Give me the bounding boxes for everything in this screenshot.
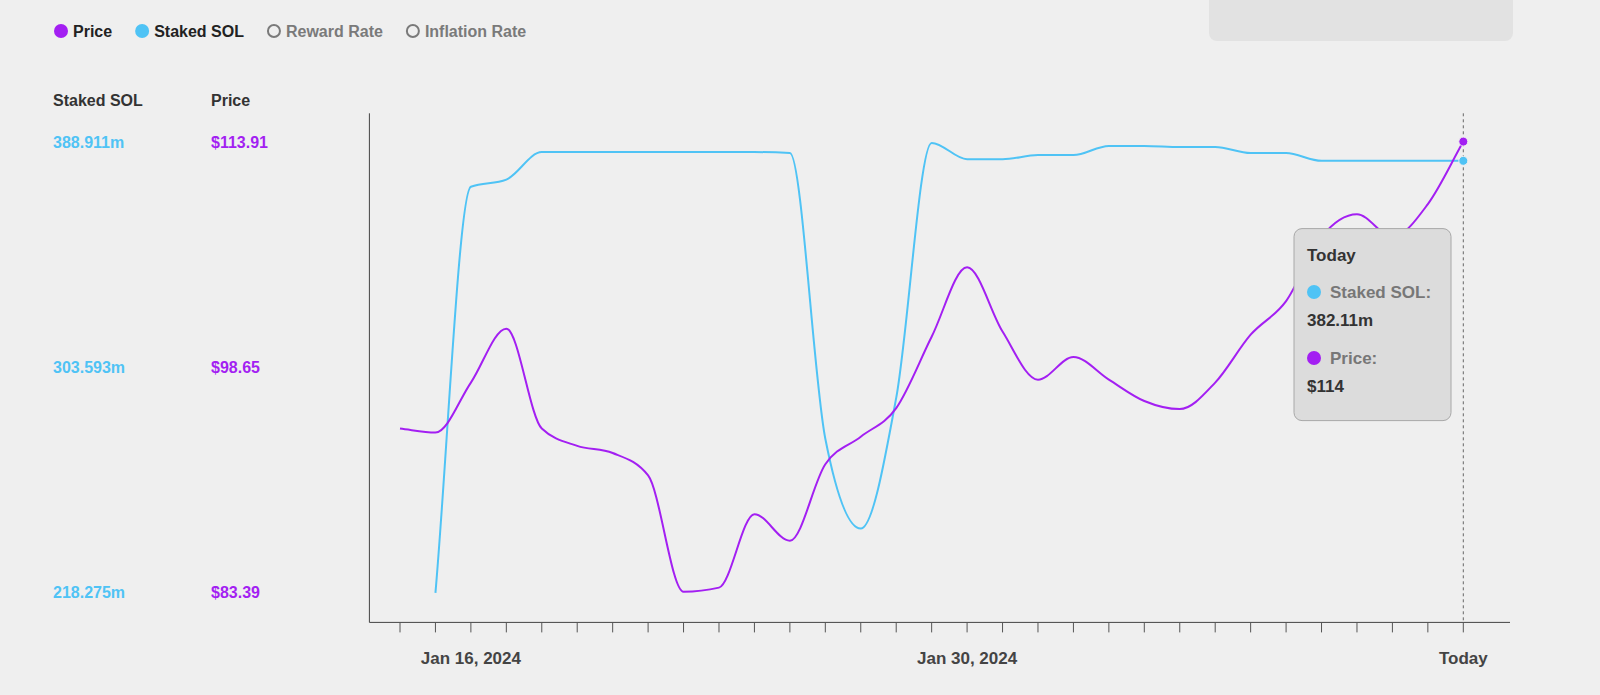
x-tick bbox=[1286, 622, 1287, 632]
x-tick bbox=[1392, 622, 1393, 632]
x-tick bbox=[1463, 622, 1464, 632]
x-tick-label: Today bbox=[1439, 649, 1488, 668]
y-tick-label: 303.593m bbox=[53, 359, 125, 376]
x-tick bbox=[1144, 622, 1145, 632]
x-tick bbox=[1073, 622, 1074, 632]
y-axis-title: Staked SOL bbox=[53, 92, 143, 109]
x-tick bbox=[1179, 622, 1180, 632]
x-tick bbox=[1427, 622, 1428, 632]
x-tick bbox=[506, 622, 507, 632]
x-tick bbox=[470, 622, 471, 632]
legend-marker bbox=[135, 24, 149, 38]
x-tick bbox=[967, 622, 968, 632]
x-axis-line bbox=[369, 622, 1510, 623]
x-tick bbox=[648, 622, 649, 632]
x-tick-label: Jan 30, 2024 bbox=[917, 649, 1018, 668]
x-tick bbox=[1356, 622, 1357, 632]
x-tick bbox=[1215, 622, 1216, 632]
series-line bbox=[435, 143, 1463, 593]
y-axis-line bbox=[369, 113, 370, 622]
background bbox=[0, 0, 1600, 695]
x-tick bbox=[1108, 622, 1109, 632]
y2-axis-title: Price bbox=[211, 92, 250, 109]
tooltip-label: Price: bbox=[1330, 349, 1377, 368]
tooltip-marker bbox=[1307, 351, 1321, 365]
plot-area bbox=[400, 137, 1468, 593]
x-tick bbox=[896, 622, 897, 632]
tooltip: Today Staked SOL: 382.11m Price: $114 bbox=[1294, 229, 1451, 421]
y-tick-label: 218.275m bbox=[53, 584, 125, 601]
x-tick bbox=[1037, 622, 1038, 632]
x-tick bbox=[825, 622, 826, 632]
x-tick bbox=[612, 622, 613, 632]
legend-marker bbox=[407, 25, 419, 37]
x-tick bbox=[1002, 622, 1003, 632]
tooltip-value: 382.11m bbox=[1307, 311, 1373, 330]
legend-label: Price bbox=[73, 23, 112, 40]
legend-label: Inflation Rate bbox=[425, 23, 526, 40]
y2-tick-label: $113.91 bbox=[211, 134, 268, 151]
end-point bbox=[1459, 137, 1468, 146]
x-tick bbox=[754, 622, 755, 632]
legend-label: Reward Rate bbox=[286, 23, 383, 40]
tooltip-marker bbox=[1307, 285, 1321, 299]
legend-marker bbox=[268, 25, 280, 37]
x-tick bbox=[1321, 622, 1322, 632]
legend-marker bbox=[54, 24, 68, 38]
x-tick bbox=[577, 622, 578, 632]
tooltip-value: $114 bbox=[1307, 377, 1344, 396]
hover-line bbox=[1463, 113, 1464, 622]
y2-tick-label: $83.39 bbox=[211, 584, 260, 601]
x-tick bbox=[400, 622, 401, 632]
y2-tick-label: $98.65 bbox=[211, 359, 260, 376]
x-tick bbox=[860, 622, 861, 632]
x-tick-label: Jan 16, 2024 bbox=[421, 649, 522, 668]
x-tick bbox=[931, 622, 932, 632]
chart: Price Staked SOL Reward Rate Inflation Rate… bbox=[0, 0, 1600, 695]
y-tick-label: 388.911m bbox=[53, 134, 124, 151]
x-tick bbox=[1250, 622, 1251, 632]
tooltip-label: Staked SOL: bbox=[1330, 283, 1431, 302]
series-line bbox=[400, 142, 1463, 592]
tooltip-title: Today bbox=[1307, 246, 1356, 265]
x-tick bbox=[435, 622, 436, 632]
x-tick bbox=[789, 622, 790, 632]
x-tick bbox=[541, 622, 542, 632]
panel bbox=[1209, 0, 1513, 41]
tooltip-box bbox=[1294, 229, 1451, 421]
x-tick bbox=[718, 622, 719, 632]
legend-label: Staked SOL bbox=[154, 23, 244, 40]
end-point bbox=[1459, 156, 1468, 165]
x-tick bbox=[683, 622, 684, 632]
